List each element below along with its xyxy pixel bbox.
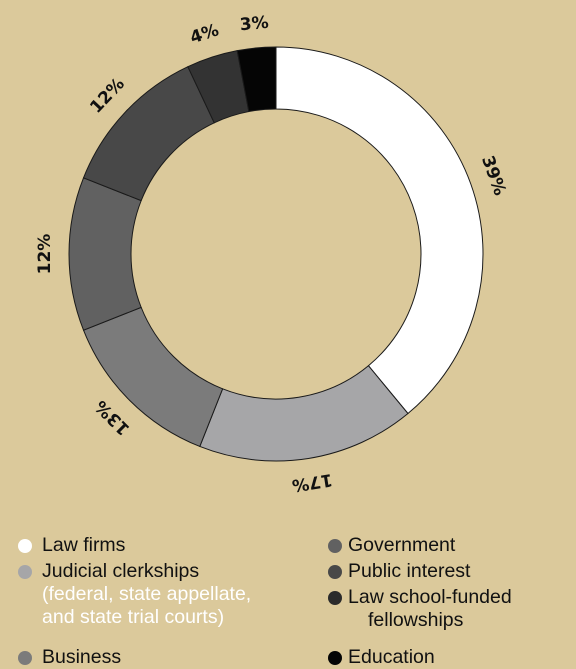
legend-item-public-interest: Public interest	[328, 560, 470, 583]
donut-data-label-3: 12%	[35, 234, 55, 275]
legend: Law firms Judicial clerkships (federal, …	[0, 530, 576, 669]
legend-swatch-government	[328, 539, 342, 553]
legend-item-fellowships: Law school-funded fellowships	[328, 586, 512, 632]
legend-swatch-law-firms	[18, 539, 32, 553]
legend-note-judicial-line2: and state trial courts)	[42, 606, 225, 628]
donut-data-label-5: 4%	[188, 20, 222, 48]
donut-data-label-6: 3%	[239, 13, 270, 36]
legend-note-judicial-line1: (federal, state appellate,	[42, 583, 252, 605]
legend-swatch-education	[328, 651, 342, 665]
donut-data-label-1: 17%	[290, 469, 333, 495]
legend-item-law-firms: Law firms	[18, 534, 125, 557]
legend-label-fellowships-line1: Law school-funded	[348, 586, 512, 608]
legend-swatch-business	[18, 651, 32, 665]
donut-slice-1	[199, 365, 409, 462]
legend-swatch-fellowships	[328, 591, 342, 605]
legend-swatch-judicial-clerkships	[18, 565, 32, 579]
donut-slice-0	[275, 46, 484, 415]
legend-item-business: Business	[18, 646, 121, 669]
donut-data-label-2: 13%	[91, 396, 134, 439]
legend-label-education: Education	[348, 646, 435, 668]
legend-label-public-interest: Public interest	[348, 560, 471, 582]
donut-chart: 39% 17% 13% 12% 12% 4% 3%	[35, 13, 510, 496]
legend-item-government: Government	[328, 534, 455, 557]
donut-data-label-4: 12%	[86, 74, 128, 117]
legend-label-judicial-clerkships: Judicial clerkships	[42, 560, 200, 582]
donut-data-label-0: 39%	[477, 153, 510, 198]
legend-label-business: Business	[42, 646, 122, 668]
donut-slice-3	[68, 177, 142, 331]
legend-label-law-firms: Law firms	[42, 534, 126, 556]
legend-label-government: Government	[348, 534, 456, 556]
donut-slice-6	[236, 46, 277, 113]
legend-item-judicial-clerkships: Judicial clerkships (federal, state appe…	[18, 560, 251, 629]
donut-slice-2	[82, 306, 224, 448]
legend-swatch-public-interest	[328, 565, 342, 579]
legend-label-fellowships-line2: fellowships	[368, 609, 464, 631]
legend-item-education: Education	[328, 646, 435, 669]
